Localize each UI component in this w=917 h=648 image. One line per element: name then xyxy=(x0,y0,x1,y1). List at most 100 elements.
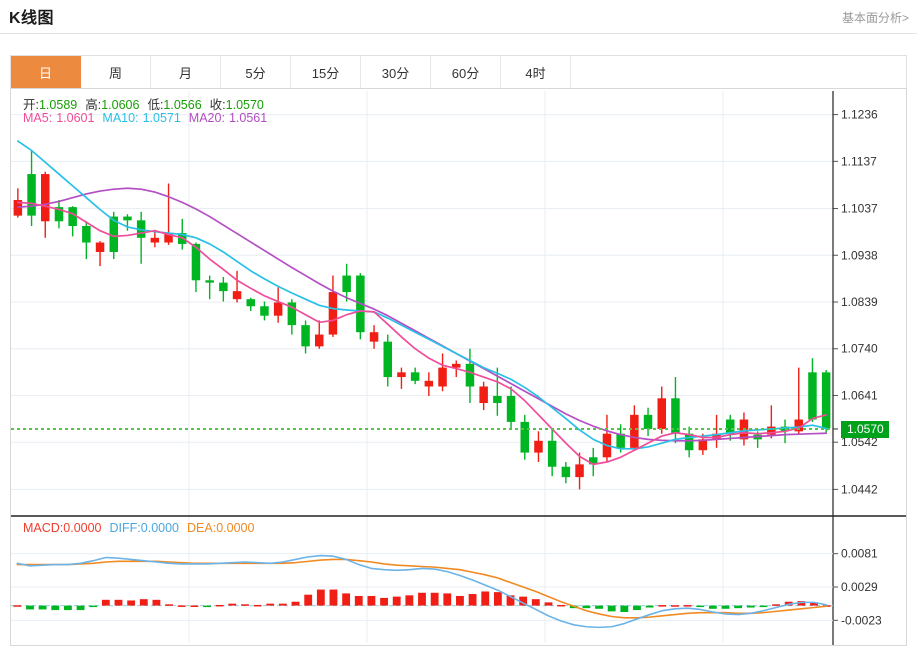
diff-line xyxy=(16,554,828,629)
macd-axis-label: 0.0029 xyxy=(841,580,878,594)
chart-frame[interactable]: 1.1236 1.1137 1.1037 1.0938 1.0839 1.0740 1.06… xyxy=(10,88,907,646)
macd-histogram-bar xyxy=(708,605,717,609)
candle-body xyxy=(424,380,434,387)
macd-histogram-bar xyxy=(759,605,768,608)
timeframe-tab-6[interactable]: 60分 xyxy=(431,56,501,88)
candle-body xyxy=(315,334,324,347)
fundamental-analysis-link[interactable]: 基本面分析> xyxy=(841,11,909,25)
candle-body xyxy=(369,332,379,342)
candle-body xyxy=(465,363,475,387)
timeframe-tab-label: 60分 xyxy=(451,65,480,81)
macd-histogram-bar xyxy=(746,605,755,608)
candle-body xyxy=(82,226,91,243)
macd-histogram-bar xyxy=(329,589,338,606)
timeframe-tabbar: 日 周 月 5分 15分 30分 60分 4时 xyxy=(10,55,907,89)
candle-body xyxy=(301,325,310,347)
macd-histogram-bar xyxy=(241,604,249,606)
timeframe-tab-1[interactable]: 周 xyxy=(81,56,151,88)
candle-body xyxy=(821,372,831,429)
candle-body xyxy=(246,299,255,307)
candle-body xyxy=(41,174,50,222)
candle-body xyxy=(342,275,351,293)
macd-histogram-bar xyxy=(76,605,85,611)
macd-histogram-bar xyxy=(127,600,136,606)
page-title: K线图 xyxy=(9,10,55,27)
timeframe-tab-5[interactable]: 30分 xyxy=(361,56,431,88)
candle-body xyxy=(164,233,173,243)
candle-body xyxy=(260,306,269,316)
candle-body xyxy=(698,439,708,451)
macd-histogram-bar xyxy=(304,594,313,606)
timeframe-tab-4[interactable]: 15分 xyxy=(291,56,361,88)
timeframe-tab-3[interactable]: 5分 xyxy=(221,56,291,88)
macd-histogram-bar xyxy=(89,605,98,608)
macd-histogram-bar xyxy=(291,601,300,606)
macd-histogram-bar xyxy=(392,596,401,606)
candle-body xyxy=(27,174,36,216)
candle-body xyxy=(123,216,132,221)
candle-body xyxy=(68,207,77,227)
macd-histogram-bar xyxy=(278,603,287,606)
macd-histogram-bar xyxy=(253,604,262,607)
timeframe-tab-label: 月 xyxy=(178,65,192,81)
macd-histogram-bar xyxy=(190,605,199,607)
candlestick-plot[interactable]: 1.1236 1.1137 1.1037 1.0938 1.0839 1.0740 1.06… xyxy=(11,89,906,645)
candle-body xyxy=(520,421,529,453)
macd-histogram-bar xyxy=(13,605,22,607)
timeframe-tab-0[interactable]: 日 xyxy=(11,56,81,88)
macd-histogram-bar xyxy=(468,594,477,606)
candle-body xyxy=(328,292,338,335)
candle-body xyxy=(273,302,283,316)
candle-body xyxy=(150,237,160,243)
candle-body xyxy=(479,386,488,404)
macd-histogram-bar xyxy=(810,602,818,606)
price-axis-label: 1.0442 xyxy=(841,482,878,496)
timeframe-tab-2[interactable]: 月 xyxy=(151,56,221,88)
macd-histogram-bar xyxy=(139,599,148,606)
timeframe-tab-label: 15分 xyxy=(311,65,340,81)
candle-body xyxy=(630,414,639,448)
candle-body xyxy=(589,457,598,465)
macd-histogram-bar xyxy=(721,605,730,609)
candle-body xyxy=(287,302,297,326)
macd-histogram-bar xyxy=(203,605,211,608)
macd-histogram-bar xyxy=(493,592,502,606)
candle-body xyxy=(232,291,242,300)
candle-body xyxy=(767,426,776,435)
ma20-line xyxy=(16,187,828,442)
price-axis-label: 1.1137 xyxy=(841,154,877,168)
macd-histogram-bar xyxy=(101,599,110,606)
price-axis-label: 1.1236 xyxy=(841,108,878,122)
page-header: K线图 基本面分析> xyxy=(0,0,917,33)
macd-histogram-bar xyxy=(683,605,692,607)
macd-histogram-bar xyxy=(772,604,781,606)
macd-histogram-bar xyxy=(519,596,528,606)
timeframe-tab-label: 日 xyxy=(38,65,52,81)
macd-histogram-bar xyxy=(418,592,426,606)
candle-body xyxy=(712,433,721,440)
price-axis-label: 1.0938 xyxy=(841,248,878,262)
macd-histogram-bar xyxy=(266,603,275,606)
macd-histogram-bar xyxy=(114,599,123,606)
macd-histogram-bar xyxy=(734,605,743,609)
macd-histogram-bar xyxy=(316,589,325,606)
macd-histogram-bar xyxy=(531,599,540,606)
candle-body xyxy=(191,243,201,281)
macd-histogram-bar xyxy=(506,595,515,606)
candle-body xyxy=(54,207,64,222)
price-axis-label: 1.1037 xyxy=(841,202,878,216)
macd-histogram-bar xyxy=(456,595,464,606)
timeframe-tab-7[interactable]: 4时 xyxy=(501,56,571,88)
macd-histogram-bar xyxy=(797,601,806,606)
candle-body xyxy=(205,280,214,283)
macd-histogram-bar xyxy=(481,591,490,606)
candle-body xyxy=(438,367,447,387)
candle-body xyxy=(684,433,694,451)
macd-histogram-bar xyxy=(544,602,553,606)
price-axis-label: 1.0839 xyxy=(841,295,878,309)
macd-histogram-bar xyxy=(405,595,414,606)
macd-histogram-bar xyxy=(595,605,603,609)
macd-histogram-bar xyxy=(696,605,705,608)
macd-histogram-bar xyxy=(165,604,173,606)
